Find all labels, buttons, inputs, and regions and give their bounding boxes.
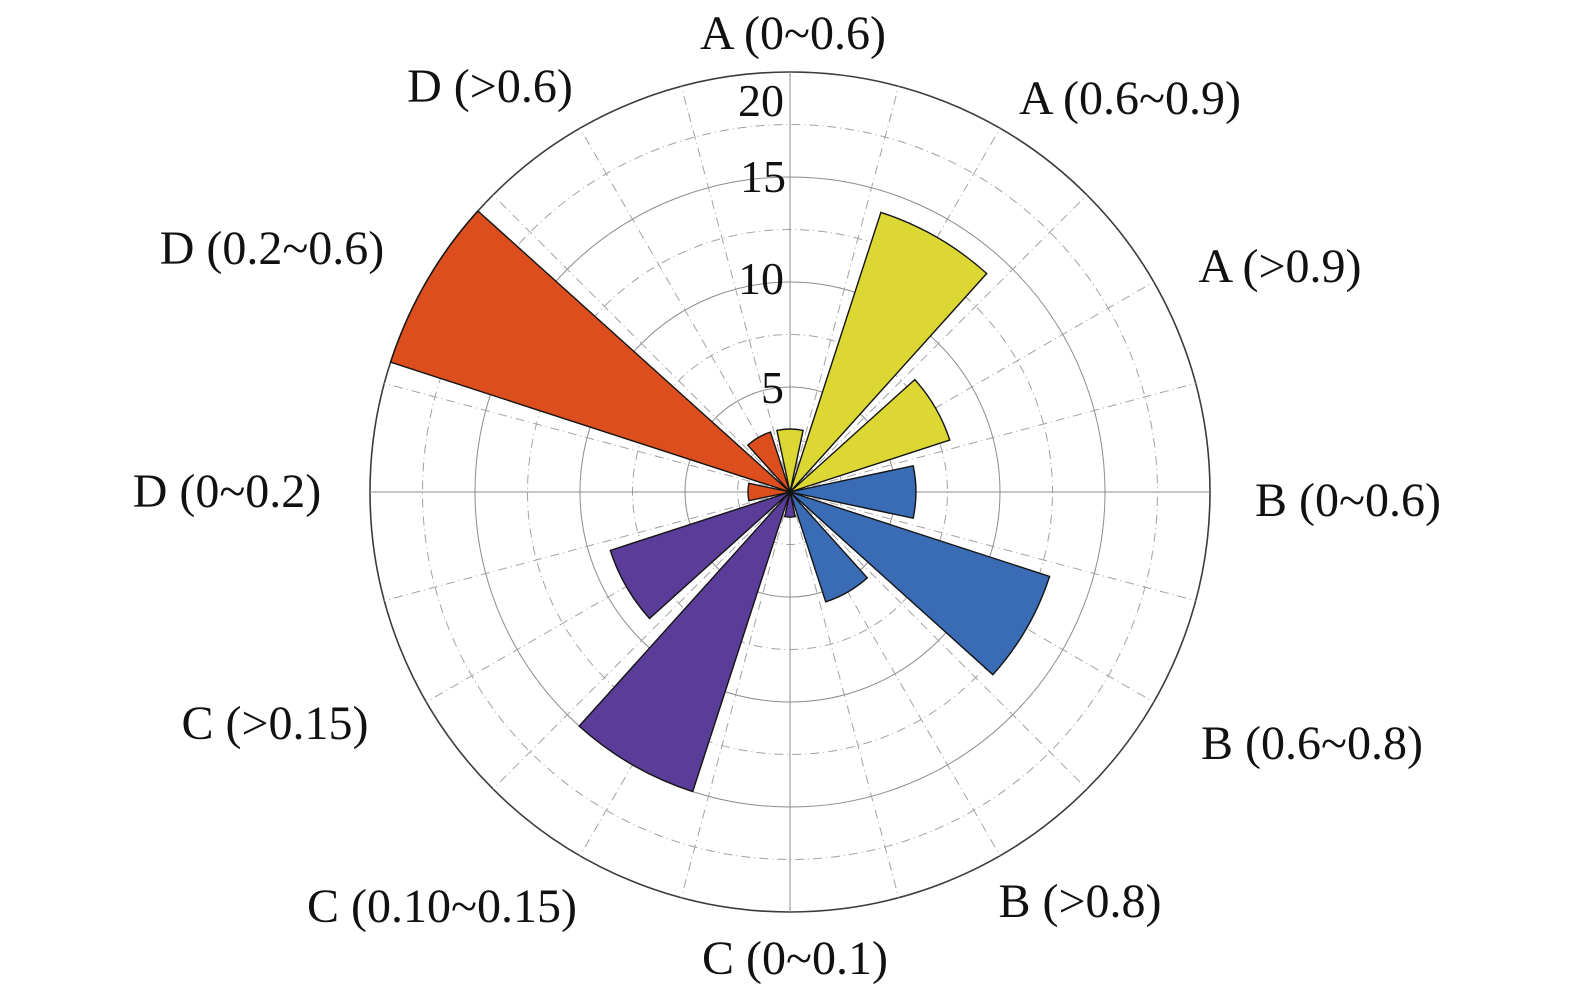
radial-tick-5: 5	[761, 362, 784, 413]
sector-label-d-0.2-0.6: D (0.2~0.6)	[160, 222, 385, 275]
polar-spoke	[492, 194, 791, 493]
polar-spoke	[789, 491, 900, 898]
polar-spoke	[789, 194, 1088, 493]
wedge-a-0.6-0.9	[789, 211, 988, 493]
polar-spoke	[789, 491, 1196, 602]
wedge-d-0.2-0.6	[389, 210, 791, 493]
polar-spoke	[492, 491, 791, 790]
polar-spoke	[680, 86, 791, 493]
sector-label-c-0.10-0.15: C (0.10~0.15)	[307, 880, 577, 933]
wedge-a-0.9	[789, 378, 951, 493]
polar-spoke	[789, 382, 1196, 493]
sector-label-a-0-0.6: A (0~0.6)	[700, 7, 886, 60]
radial-tick-15: 15	[740, 151, 786, 202]
polar-spoke	[426, 491, 791, 703]
wedge-b-0.6-0.8	[789, 491, 1051, 676]
wedge-a-0-0.6	[776, 428, 804, 493]
sector-label-a-gt-0.9: A (>0.9)	[1198, 240, 1361, 293]
wedge-d-0-0.2	[747, 482, 791, 502]
sector-label-b-gt-0.8: B (>0.8)	[998, 875, 1161, 928]
sector-label-b-0.6-0.8: B (0.6~0.8)	[1201, 717, 1423, 770]
polar-spoke	[579, 128, 791, 493]
polar-spoke	[789, 86, 900, 493]
radial-tick-10: 10	[738, 253, 784, 304]
wedge-c-0.10-0.15	[578, 491, 791, 793]
sector-label-d-gt-0.6: D (>0.6)	[407, 60, 573, 113]
wedge-b-0.8	[789, 491, 869, 603]
polar-spoke	[680, 491, 791, 898]
polar-spoke	[789, 491, 1088, 790]
sector-label-c-gt-0.15: C (>0.15)	[181, 697, 368, 750]
sector-label-b-0-0.6: B (0~0.6)	[1255, 474, 1441, 527]
polar-spoke	[789, 491, 1001, 856]
radial-tick-20: 20	[738, 75, 784, 126]
wedge-c-0.15	[609, 491, 791, 620]
sector-labels: A (0~0.6) A (0.6~0.9) A (>0.9) B (0~0.6)…	[133, 7, 1441, 985]
wedge-d-0.6	[746, 431, 791, 493]
polar-spoke	[384, 382, 791, 493]
polar-spoke	[789, 281, 1154, 493]
wedge-layer	[389, 210, 1051, 793]
wedge-b-0-0.6	[789, 464, 917, 520]
sector-label-d-0-0.2: D (0~0.2)	[133, 465, 322, 518]
wedge-c-0-0.1	[783, 491, 797, 518]
sector-label-c-0-0.1: C (0~0.1)	[702, 932, 888, 985]
radial-tick-labels: 5 10 15 20	[738, 75, 786, 413]
polar-spoke	[384, 491, 791, 602]
sector-label-a-0.6-0.9: A (0.6~0.9)	[1019, 72, 1241, 125]
